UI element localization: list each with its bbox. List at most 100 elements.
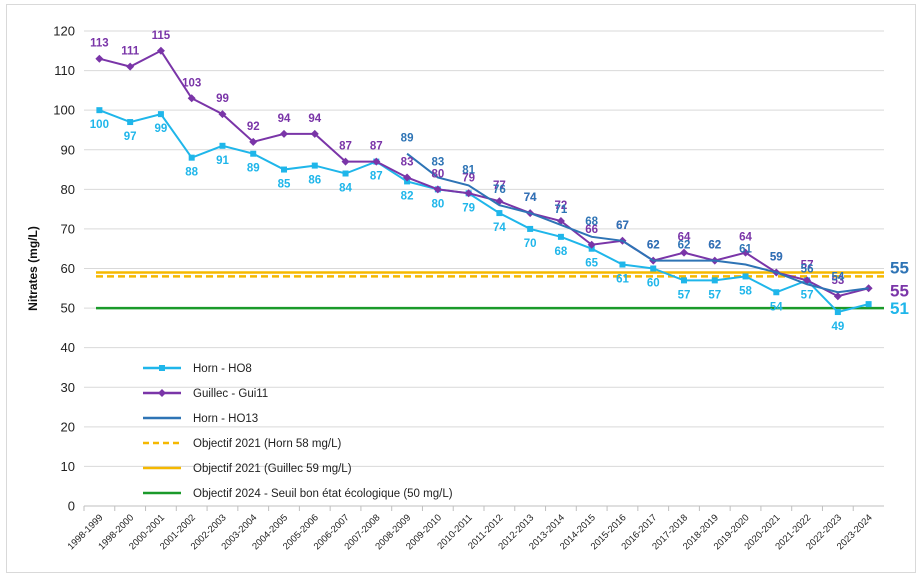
data-label: 60 [647, 278, 660, 290]
data-point-diamond [834, 292, 842, 300]
data-label: 64 [739, 232, 752, 244]
data-label: 59 [770, 251, 783, 263]
data-label: 68 [555, 246, 568, 258]
data-label: 91 [216, 155, 229, 167]
data-label: 97 [124, 131, 137, 143]
data-label: 57 [678, 289, 691, 301]
data-point-square [127, 119, 133, 125]
data-label: 92 [247, 121, 260, 133]
legend-label: Objectif 2024 - Seuil bon état écologiqu… [193, 488, 453, 500]
data-label: 80 [431, 198, 444, 210]
data-label: 83 [431, 156, 444, 168]
y-tick-label-50: 50 [61, 301, 75, 316]
data-label: 83 [401, 156, 414, 168]
data-label: 111 [121, 46, 140, 58]
data-label: 65 [585, 258, 598, 270]
data-point-diamond [280, 130, 288, 138]
data-label: 57 [801, 289, 814, 301]
y-tick-label-90: 90 [61, 142, 75, 157]
y-tick-label-30: 30 [61, 380, 75, 395]
data-point-square [312, 163, 318, 169]
data-point-square [250, 151, 256, 157]
data-point-square [527, 226, 533, 232]
data-label: 103 [182, 77, 201, 89]
data-point-square [650, 266, 656, 272]
data-label: 87 [370, 141, 383, 153]
reference-lines [96, 272, 884, 308]
data-point-square [281, 167, 287, 173]
data-label: 85 [278, 179, 291, 191]
data-point-square [619, 262, 625, 268]
data-label: 80 [431, 168, 444, 180]
data-label: 115 [152, 30, 171, 42]
end-value-label: 51 [890, 299, 909, 318]
data-label: 67 [616, 220, 629, 232]
series-line-2 [99, 51, 868, 296]
y-tick-label-120: 120 [53, 24, 75, 39]
legend-marker-diamond [158, 389, 166, 397]
y-tick-label-40: 40 [61, 340, 75, 355]
data-label: 89 [401, 133, 414, 145]
data-label: 74 [493, 222, 506, 234]
y-tick-label-100: 100 [53, 103, 75, 118]
end-value-label: 55 [890, 281, 909, 300]
y-tick-label-110: 110 [54, 63, 75, 78]
data-label: 100 [90, 119, 109, 131]
data-label: 68 [585, 216, 598, 228]
data-label: 99 [216, 93, 229, 105]
legend-label: Objectif 2021 (Horn 58 mg/L) [193, 438, 341, 450]
data-label: 94 [278, 113, 291, 125]
data-point-square [96, 107, 102, 113]
data-label: 88 [185, 167, 198, 179]
legend-label: Objectif 2021 (Guillec 59 mg/L) [193, 463, 352, 475]
data-label: 89 [247, 163, 260, 175]
data-label: 74 [524, 192, 537, 204]
data-label: 62 [678, 240, 691, 252]
data-point-square [219, 143, 225, 149]
data-label: 54 [831, 271, 844, 283]
y-tick-label-10: 10 [61, 459, 75, 474]
data-label: 61 [616, 274, 629, 286]
data-label: 79 [462, 202, 475, 214]
data-point-square [712, 277, 718, 283]
data-label: 76 [493, 184, 506, 196]
y-tick-label-70: 70 [61, 221, 75, 236]
data-label: 70 [524, 238, 537, 250]
data-point-square [343, 171, 349, 177]
legend-label: Horn - HO13 [193, 413, 258, 425]
y-axis-title: Nitrates (mg/L) [26, 226, 40, 311]
data-point-square [681, 277, 687, 283]
data-label: 99 [155, 123, 168, 135]
data-label: 81 [462, 164, 475, 176]
legend: Horn - HO8 Guillec - Gui11 Horn - HO13 Obje… [143, 363, 453, 500]
series-line-1 [99, 110, 868, 312]
data-label: 62 [708, 240, 721, 252]
end-value-label: 55 [890, 259, 909, 278]
data-label: 56 [801, 263, 814, 275]
data-point-square [189, 155, 195, 161]
data-label: 58 [739, 285, 752, 297]
data-label: 62 [647, 240, 660, 252]
y-tick-label-0: 0 [68, 499, 75, 514]
data-label: 57 [708, 289, 721, 301]
data-label: 87 [339, 141, 352, 153]
data-point-square [743, 273, 749, 279]
data-point-diamond [95, 55, 103, 63]
y-tick-label-80: 80 [61, 182, 75, 197]
y-tick-label-20: 20 [61, 419, 75, 434]
data-label: 84 [339, 183, 352, 195]
data-label: 71 [555, 204, 568, 216]
data-label: 82 [401, 190, 414, 202]
data-label: 86 [308, 175, 321, 187]
legend-label: Horn - HO8 [193, 363, 252, 375]
data-label: 61 [739, 244, 752, 256]
data-point-square [773, 289, 779, 295]
data-point-square [158, 111, 164, 117]
legend-label: Guillec - Gui11 [193, 388, 268, 400]
data-label: 54 [770, 301, 783, 313]
data-point-square [835, 309, 841, 315]
data-label: 87 [370, 171, 383, 183]
data-point-square [496, 210, 502, 216]
data-point-square [558, 234, 564, 240]
